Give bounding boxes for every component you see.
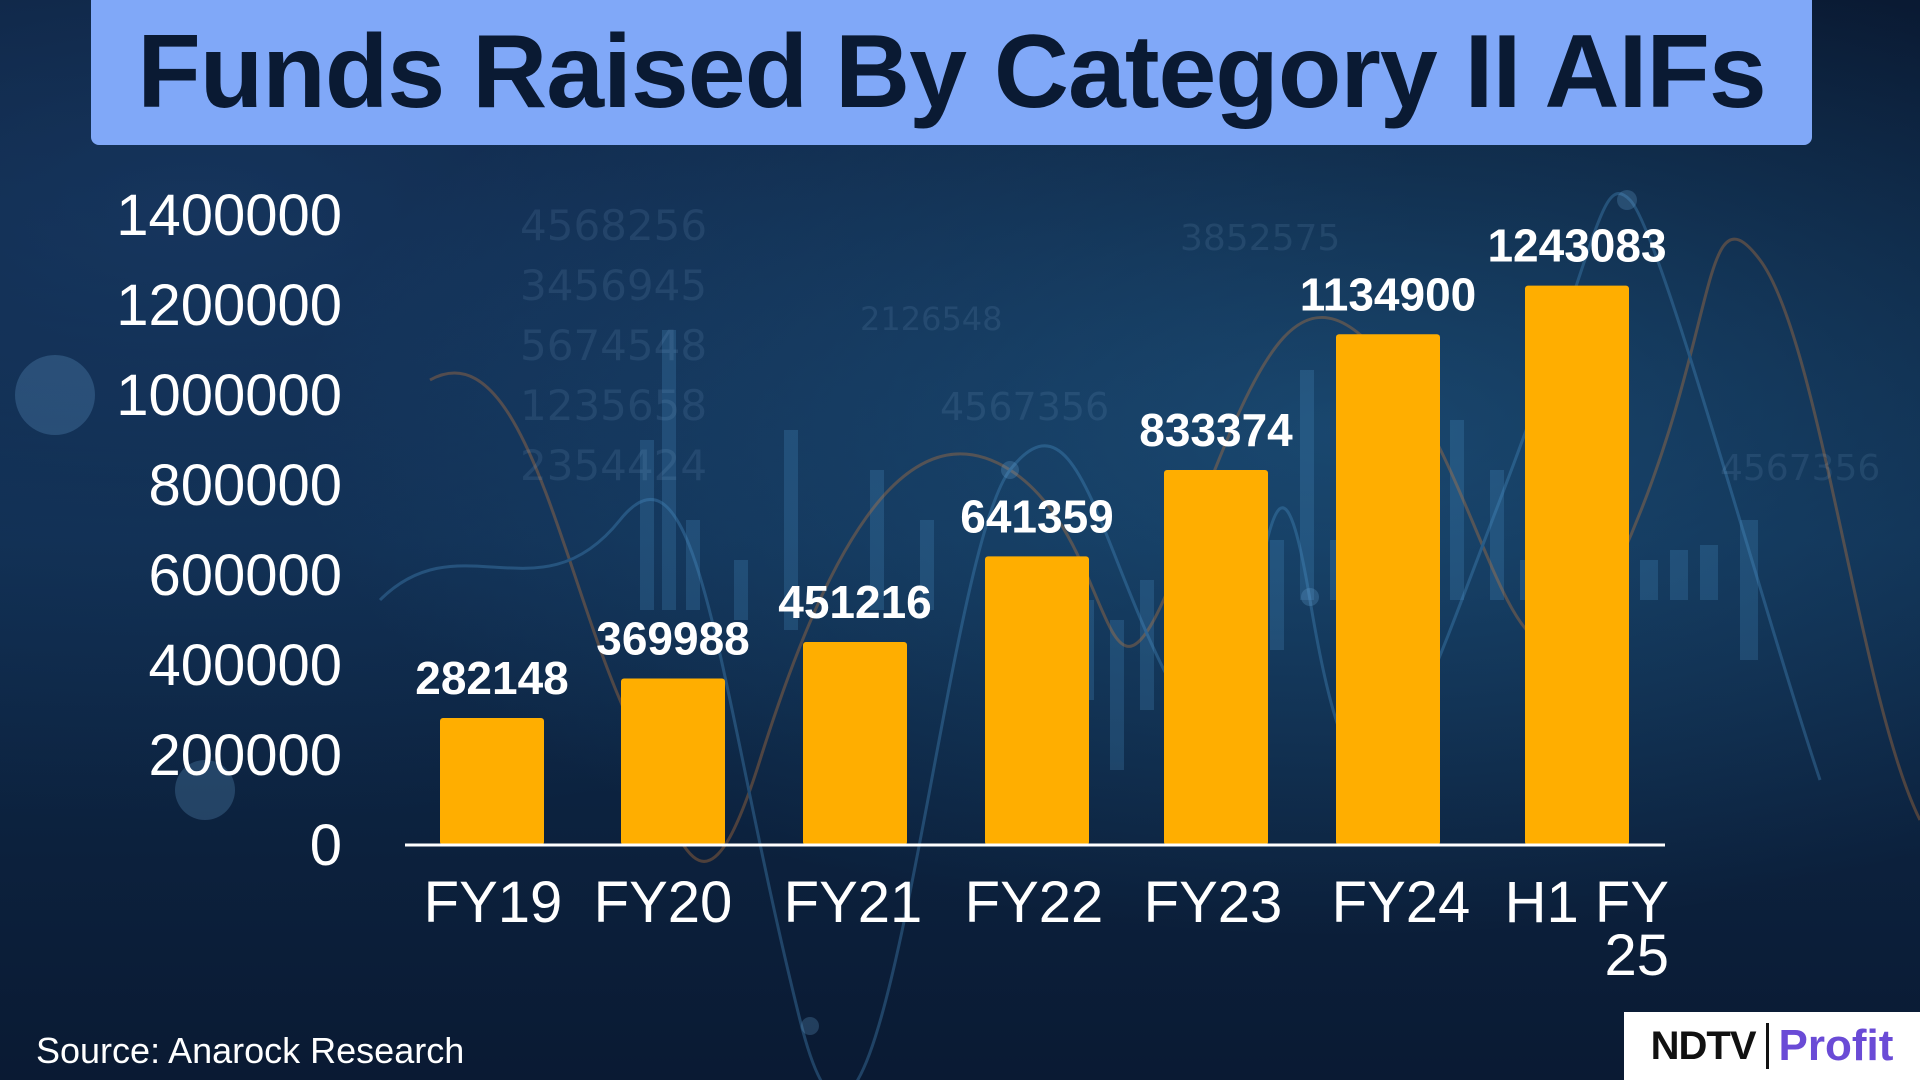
bar — [803, 641, 907, 845]
y-tick-label: 1000000 — [116, 363, 342, 428]
y-tick-label: 1400000 — [116, 183, 342, 248]
svg-text:4568256: 4568256 — [520, 201, 707, 250]
x-tick-label-continued: 25 — [1604, 923, 1669, 988]
logo-divider — [1765, 1023, 1769, 1069]
bar — [1525, 285, 1629, 845]
y-tick-label: 600000 — [148, 543, 342, 608]
data-label: 641359 — [960, 490, 1114, 542]
chart-title: Funds Raised By Category II AIFs — [137, 14, 1766, 130]
title-banner: Funds Raised By Category II AIFs — [91, 0, 1812, 145]
bar — [1164, 469, 1268, 845]
svg-text:2354424: 2354424 — [520, 441, 707, 490]
x-tick-label: FY19 — [424, 870, 563, 935]
data-label: 1243083 — [1487, 220, 1666, 272]
svg-text:2126548: 2126548 — [860, 300, 1003, 338]
logo-ndtv-text: NDTV — [1650, 1023, 1757, 1068]
svg-text:3852575: 3852575 — [1180, 218, 1340, 259]
bar — [621, 678, 725, 845]
x-tick-label: FY22 — [965, 870, 1104, 935]
x-tick-label: H1 FY — [1505, 870, 1669, 935]
x-tick-label: FY24 — [1332, 870, 1471, 935]
svg-text:3456945: 3456945 — [520, 261, 707, 310]
data-label: 1134900 — [1300, 268, 1477, 320]
ndtv-profit-logo: NDTV Profit — [1624, 1012, 1920, 1080]
source-note: Source: Anarock Research — [36, 1030, 465, 1071]
y-tick-label: 400000 — [148, 633, 342, 698]
logo-profit-text: Profit — [1778, 1021, 1894, 1070]
y-tick-label: 200000 — [148, 723, 342, 788]
x-tick-label: FY21 — [784, 870, 923, 935]
data-label: 833374 — [1139, 404, 1293, 456]
data-label: 282148 — [415, 652, 569, 704]
svg-text:4567356: 4567356 — [1720, 448, 1880, 489]
y-tick-label: 0 — [310, 813, 342, 878]
x-tick-label: FY20 — [594, 870, 733, 935]
bar — [1336, 334, 1440, 845]
bar — [440, 718, 544, 845]
data-label: 451216 — [778, 576, 932, 628]
svg-text:5674548: 5674548 — [520, 321, 707, 370]
x-tick-label: FY23 — [1144, 870, 1283, 935]
data-label: 369988 — [596, 613, 750, 665]
svg-text:1235658: 1235658 — [520, 381, 707, 430]
bar — [985, 556, 1089, 845]
y-tick-label: 1200000 — [116, 273, 342, 338]
y-tick-label: 800000 — [148, 453, 342, 518]
svg-text:4567356: 4567356 — [940, 385, 1109, 429]
